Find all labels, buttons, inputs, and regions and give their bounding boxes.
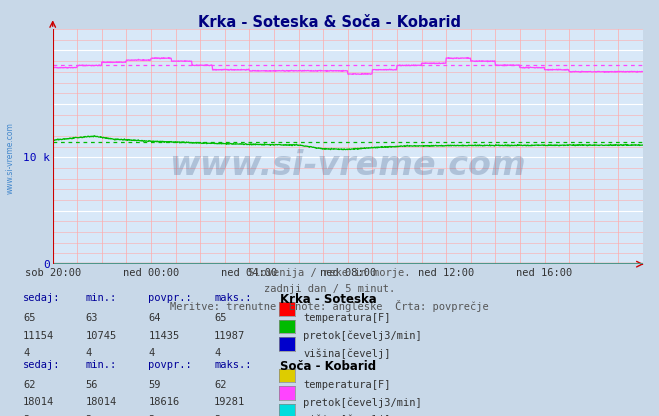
Text: sedaj:: sedaj: [23,293,61,303]
Text: 10745: 10745 [86,331,117,341]
Text: sedaj:: sedaj: [23,360,61,370]
Text: 3: 3 [86,415,92,416]
Text: 4: 4 [214,348,220,358]
Text: 18616: 18616 [148,397,179,407]
Text: min.:: min.: [86,293,117,303]
Text: 63: 63 [86,313,98,323]
Text: Soča - Kobarid: Soča - Kobarid [280,360,376,373]
Text: Slovenija / reke in morje.: Slovenija / reke in morje. [248,268,411,278]
Text: 19281: 19281 [214,397,245,407]
Text: www.si-vreme.com: www.si-vreme.com [5,122,14,194]
Text: povpr.:: povpr.: [148,293,192,303]
Text: višina[čevelj]: višina[čevelj] [303,415,391,416]
Text: temperatura[F]: temperatura[F] [303,313,391,323]
Text: Meritve: trenutne  Enote: angleške  Črta: povprečje: Meritve: trenutne Enote: angleške Črta: … [170,300,489,312]
Text: 11154: 11154 [23,331,54,341]
Text: 64: 64 [148,313,161,323]
Text: 3: 3 [23,415,29,416]
Text: 18014: 18014 [23,397,54,407]
Text: 4: 4 [148,348,154,358]
Text: 56: 56 [86,380,98,390]
Text: zadnji dan / 5 minut.: zadnji dan / 5 minut. [264,284,395,294]
Text: 65: 65 [214,313,227,323]
Text: 62: 62 [214,380,227,390]
Text: 11435: 11435 [148,331,179,341]
Text: 18014: 18014 [86,397,117,407]
Text: 11987: 11987 [214,331,245,341]
Text: Krka - Soteska & Soča - Kobarid: Krka - Soteska & Soča - Kobarid [198,15,461,30]
Text: 3: 3 [214,415,220,416]
Text: min.:: min.: [86,360,117,370]
Text: temperatura[F]: temperatura[F] [303,380,391,390]
Text: 59: 59 [148,380,161,390]
Text: 3: 3 [148,415,154,416]
Text: povpr.:: povpr.: [148,360,192,370]
Text: višina[čevelj]: višina[čevelj] [303,348,391,359]
Text: maks.:: maks.: [214,360,252,370]
Text: 62: 62 [23,380,36,390]
Text: pretok[čevelj3/min]: pretok[čevelj3/min] [303,397,422,408]
Text: Krka - Soteska: Krka - Soteska [280,293,377,306]
Text: www.si-vreme.com: www.si-vreme.com [169,149,526,182]
Text: 65: 65 [23,313,36,323]
Text: 4: 4 [23,348,29,358]
Text: pretok[čevelj3/min]: pretok[čevelj3/min] [303,331,422,341]
Text: maks.:: maks.: [214,293,252,303]
Text: 4: 4 [86,348,92,358]
